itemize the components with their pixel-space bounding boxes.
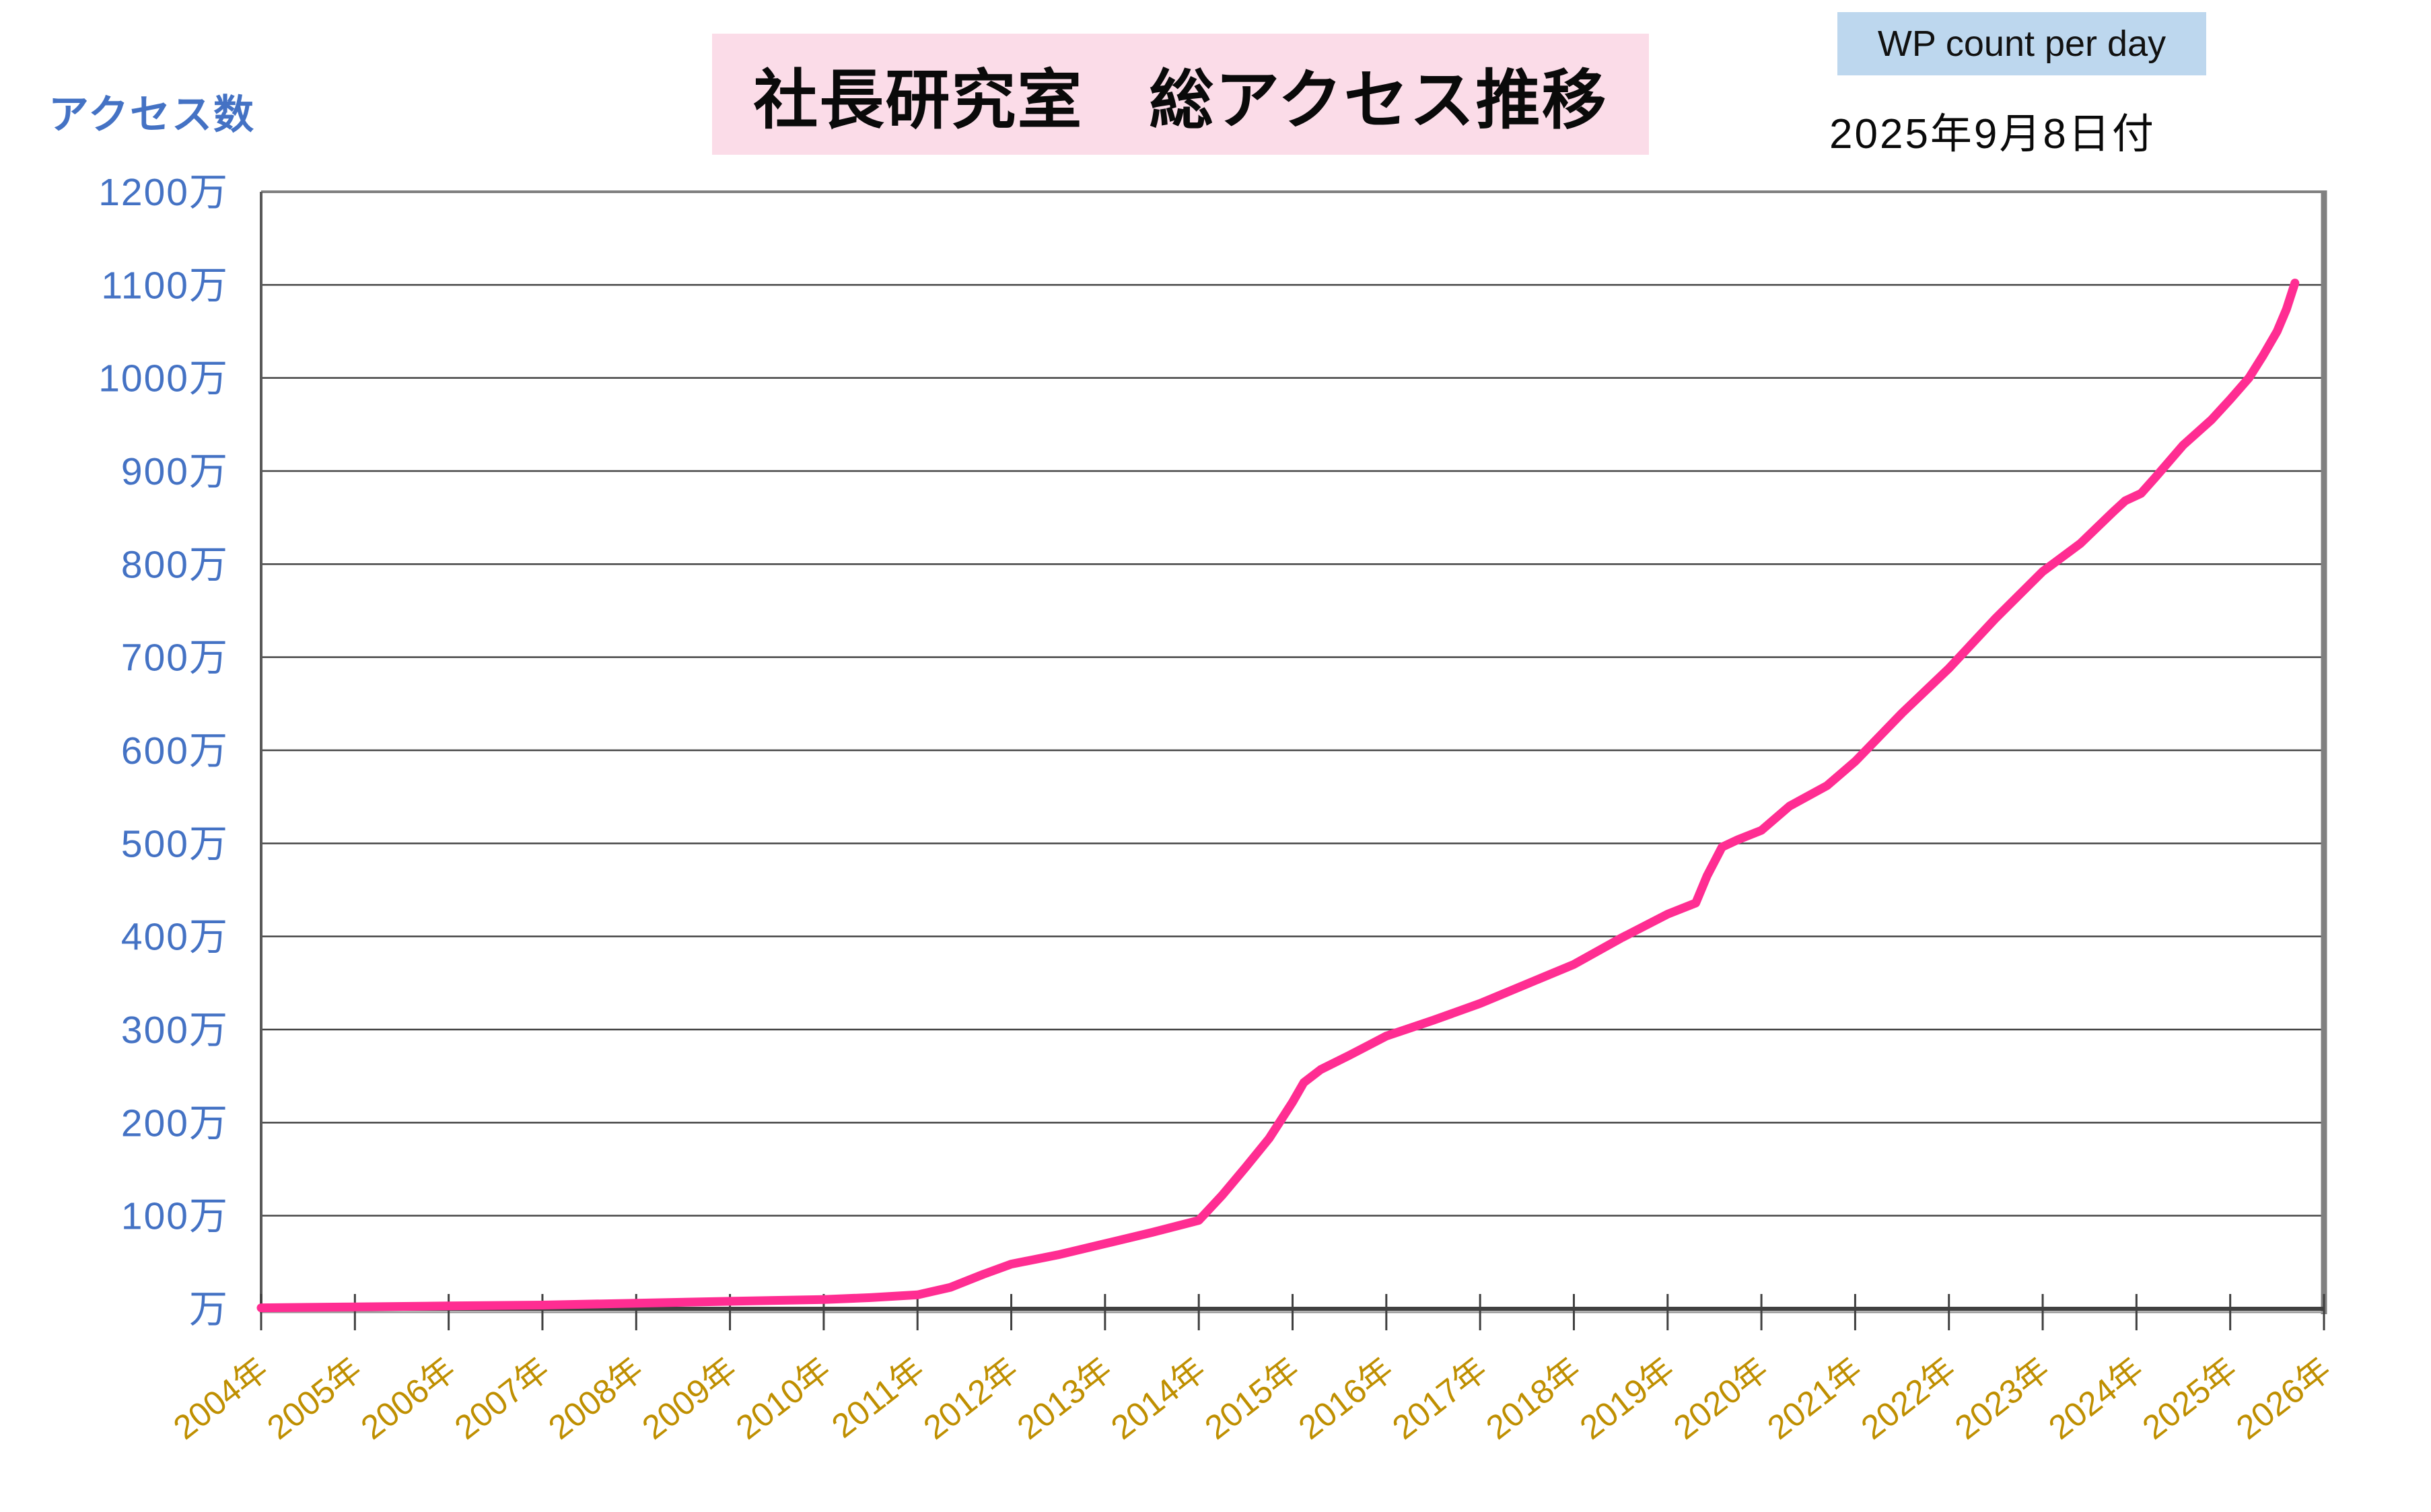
gridlines-group xyxy=(261,284,2324,1217)
x-tick-label-2010: 2010年 xyxy=(729,1351,838,1447)
y-tick-label-1000: 1000万 xyxy=(98,357,229,400)
x-tick-label-2013: 2013年 xyxy=(1010,1351,1119,1447)
x-tick-label-2008: 2008年 xyxy=(542,1351,651,1447)
axis-ticks-group xyxy=(260,1294,2325,1330)
y-tick-label-0: 万 xyxy=(189,1288,229,1331)
y-tick-label-1100: 1100万 xyxy=(101,264,229,307)
y-tick-label-900: 900万 xyxy=(121,450,229,493)
x-tick-label-2007: 2007年 xyxy=(448,1351,557,1447)
x-tick-label-2023: 2023年 xyxy=(1948,1351,2057,1447)
y-tick-label-400: 400万 xyxy=(121,916,229,959)
x-tick-label-2004: 2004年 xyxy=(166,1351,275,1447)
series-line-0 xyxy=(256,279,2300,1313)
y-tick-label-700: 700万 xyxy=(121,637,229,680)
chart-title: 社長研究室 総アクセス推移 xyxy=(753,64,1608,137)
x-tick-label-2024: 2024年 xyxy=(2042,1351,2151,1447)
data-series-group xyxy=(256,279,2300,1313)
x-tick-label-2006: 2006年 xyxy=(354,1351,463,1447)
x-tick-label-2025: 2025年 xyxy=(2136,1351,2245,1447)
x-tick-label-2017: 2017年 xyxy=(1385,1351,1494,1447)
y-tick-label-200: 200万 xyxy=(121,1102,229,1145)
x-tick-label-2015: 2015年 xyxy=(1198,1351,1307,1447)
y-tick-label-800: 800万 xyxy=(121,543,229,586)
y-tick-label-1200: 1200万 xyxy=(98,171,229,214)
chart-title-banner: 社長研究室 総アクセス推移 xyxy=(712,34,1649,155)
x-tick-label-2019: 2019年 xyxy=(1573,1351,1682,1447)
x-tick-label-2022: 2022年 xyxy=(1854,1351,1963,1447)
x-tick-label-2009: 2009年 xyxy=(635,1351,744,1447)
y-tick-label-600: 600万 xyxy=(121,729,229,772)
x-tick-label-2020: 2020年 xyxy=(1666,1351,1775,1447)
y-tick-label-300: 300万 xyxy=(121,1009,229,1052)
wp-count-badge: WP count per day xyxy=(1837,12,2206,75)
y-tick-label-500: 500万 xyxy=(121,822,229,865)
x-tick-label-2011: 2011年 xyxy=(824,1351,931,1445)
x-tick-label-2021: 2021年 xyxy=(1761,1351,1870,1447)
x-tick-label-2016: 2016年 xyxy=(1292,1351,1401,1447)
x-tick-label-2012: 2012年 xyxy=(917,1351,1026,1447)
x-tick-label-2014: 2014年 xyxy=(1104,1351,1213,1447)
y-tick-label-100: 100万 xyxy=(121,1195,229,1238)
axis-labels-group: 2004年2005年2006年2007年2008年2009年2010年2011年… xyxy=(98,171,2338,1447)
y-axis-title: アクセス数 xyxy=(48,92,255,137)
plot-frame-group xyxy=(260,190,2327,1314)
wp-count-badge-label: WP count per day xyxy=(1877,24,2166,64)
data-date-note: 2025年9月8日付 xyxy=(1829,111,2156,157)
x-tick-label-2026: 2026年 xyxy=(2229,1351,2338,1447)
x-tick-label-2018: 2018年 xyxy=(1479,1351,1588,1447)
x-tick-label-2005: 2005年 xyxy=(260,1351,369,1447)
